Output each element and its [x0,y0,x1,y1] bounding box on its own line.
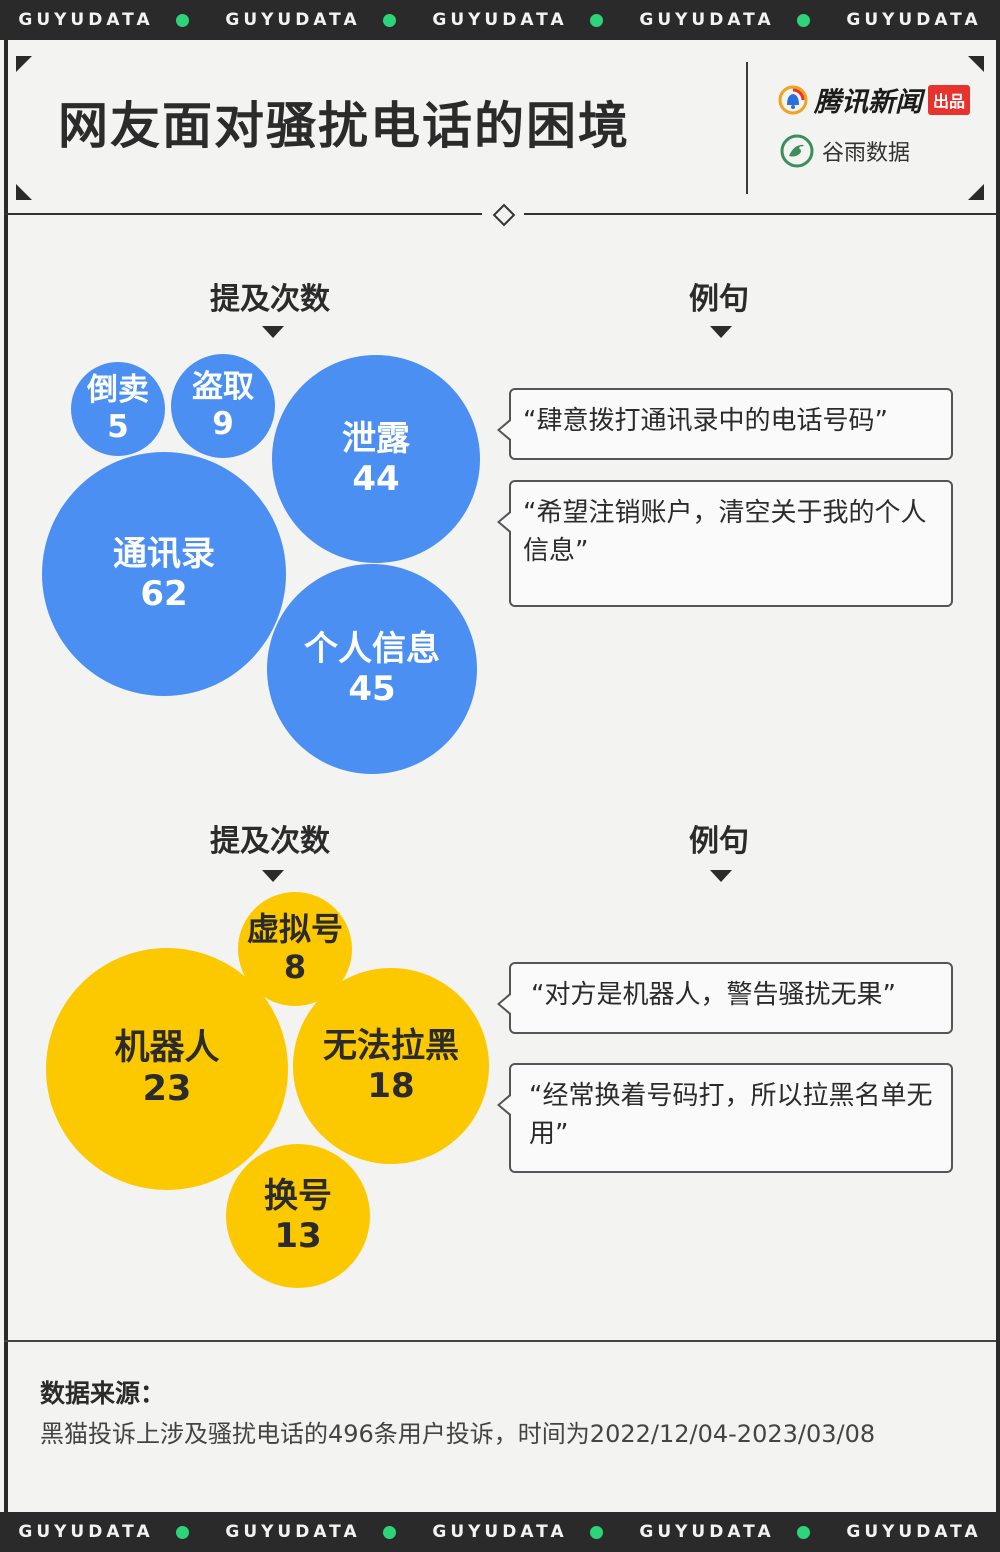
bubble-label: 机器人 [114,1027,220,1068]
brand-band-item: GUYUDATA [846,10,981,30]
source-label: 数据来源： [40,1379,166,1408]
bubble-personal-info: 个人信息 45 [267,564,477,774]
green-dot-icon [175,13,189,27]
tencent-news-logo: 腾讯新闻 出品 [778,80,971,119]
source-text: 黑猫投诉上涉及骚扰电话的496条用户投诉，时间为2022/12/04-2023/… [40,1420,876,1448]
bubble-theft: 盗取 9 [171,354,275,458]
brand-band-item: GUYUDATA [432,1522,603,1542]
quote-bubble: “肆意拨打通讯录中的电话号码” [497,388,953,460]
header-divider [746,62,748,194]
corner-mark-top-left [16,56,32,72]
green-dot-icon [589,13,603,27]
green-dot-icon [589,1525,603,1539]
bubble-label: 倒卖 [87,372,149,409]
bubble-label: 个人信息 [304,628,440,669]
bubble-value: 23 [142,1069,192,1109]
quote-text: “经常换着号码打，所以拉黑名单无用” [529,1081,933,1149]
tencent-news-wordmark: 腾讯新闻 [814,87,922,118]
brand-band-item: GUYUDATA [639,1522,810,1542]
tencent-news-bell-icon [778,85,808,114]
brand-word: GUYUDATA [846,1522,982,1542]
brand-band-top: GUYUDATA GUYUDATA GUYUDATA GUYUDATA GUYU… [0,0,1000,40]
down-triangle-icon [710,326,732,338]
bubble-label: 泄露 [342,418,410,459]
bubble-value: 45 [348,669,396,709]
quote-bubble: “经常换着号码打，所以拉黑名单无用” [497,1063,953,1173]
examples-header: 例句 [689,282,749,317]
bubble-value: 9 [212,406,234,442]
bubble-value: 62 [140,574,188,614]
count-header: 提及次数 [210,282,330,317]
brand-word: GUYUDATA [18,10,154,30]
bubble-value: 44 [352,459,400,499]
footer-rule [4,1340,996,1342]
bubble-label: 换号 [264,1175,332,1216]
guyu-bird-seal-icon [780,134,814,168]
header-rule-right [524,213,996,215]
green-dot-icon [796,1525,810,1539]
bubble-contacts: 通讯录 62 [42,452,286,696]
down-triangle-icon [262,870,284,882]
brand-band-item: GUYUDATA [225,1522,396,1542]
brand-word: GUYUDATA [432,1522,568,1542]
brand-word: GUYUDATA [225,10,361,30]
down-triangle-icon [262,326,284,338]
quote-bubble: “希望注销账户，清空关于我的个人信息” [497,480,953,607]
down-triangle-icon [710,870,732,882]
brand-word: GUYUDATA [639,1522,775,1542]
bubble-resale: 倒卖 5 [71,362,165,456]
page-title: 网友面对骚扰电话的困境 [58,97,630,155]
green-dot-icon [796,13,810,27]
guyu-data-wordmark: 谷雨数据 [822,141,911,166]
brand-band-item: GUYUDATA [432,10,603,30]
bubble-value: 18 [367,1066,415,1106]
corner-mark-top-right [968,56,984,72]
brand-band-item: GUYUDATA [18,10,189,30]
bubble-value: 13 [274,1216,322,1256]
quote-text: “希望注销账户，清空关于我的个人信息” [523,498,927,566]
green-dot-icon [175,1525,189,1539]
frame-right-border [996,40,1000,1512]
corner-mark-bottom-left [16,184,32,200]
brand-word: GUYUDATA [18,1522,154,1542]
brand-band-bottom: GUYUDATA GUYUDATA GUYUDATA GUYUDATA GUYU… [0,1512,1000,1552]
bubble-value: 5 [107,409,129,445]
bubble-robot: 机器人 23 [46,948,288,1190]
bubble-value: 8 [283,948,307,986]
brand-band-item: GUYUDATA [225,10,396,30]
examples-header: 例句 [689,824,749,859]
brand-band-item: GUYUDATA [846,1522,981,1542]
quote-bubble: “对方是机器人，警告骚扰无果” [497,962,953,1034]
produced-by-badge: 出品 [928,84,971,115]
bubble-cannot-block: 无法拉黑 18 [293,968,489,1164]
bubble-label: 无法拉黑 [323,1025,459,1066]
content-frame [4,40,996,1512]
quote-text: “对方是机器人，警告骚扰无果” [531,980,896,1010]
bubble-leak: 泄露 44 [272,355,480,563]
bubble-number-change: 换号 13 [226,1144,370,1288]
brand-band-item: GUYUDATA [18,1522,189,1542]
corner-mark-bottom-right [968,184,984,200]
count-header: 提及次数 [210,824,330,859]
brand-word: GUYUDATA [225,1522,361,1542]
brand-word: GUYUDATA [846,10,982,30]
bubble-label: 盗取 [192,369,254,406]
header-rule-left [4,213,482,215]
bubble-label: 通讯录 [113,533,215,574]
bubble-label: 虚拟号 [246,910,343,949]
quote-text: “肆意拨打通讯录中的电话号码” [523,406,888,436]
brand-band-item: GUYUDATA [639,10,810,30]
guyu-data-logo: 谷雨数据 [780,134,910,168]
brand-word: GUYUDATA [639,10,775,30]
green-dot-icon [382,13,396,27]
green-dot-icon [382,1525,396,1539]
brand-word: GUYUDATA [432,10,568,30]
